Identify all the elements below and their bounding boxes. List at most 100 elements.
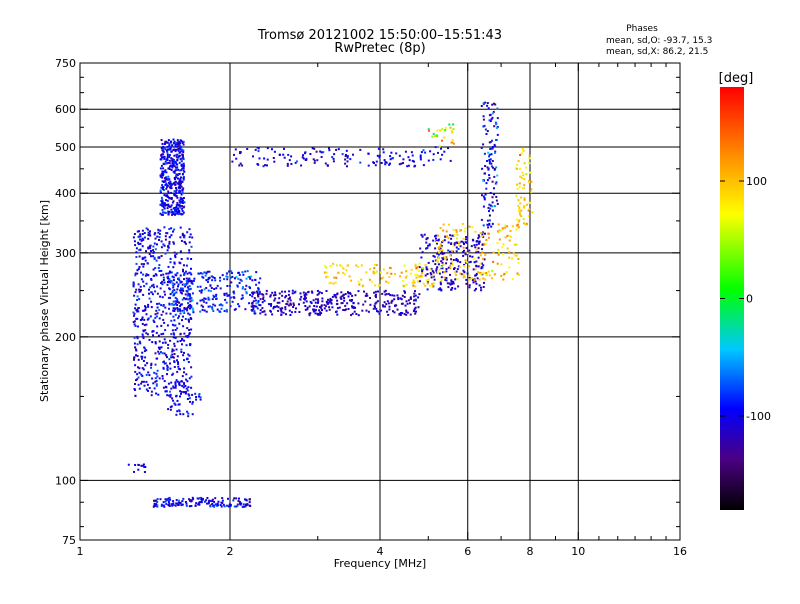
data-point <box>261 307 264 310</box>
data-point <box>497 253 500 256</box>
data-point <box>237 277 240 280</box>
data-point <box>430 267 433 270</box>
data-point <box>248 276 251 279</box>
data-point <box>238 281 241 284</box>
data-point <box>336 302 339 305</box>
data-point <box>165 187 168 190</box>
data-point <box>335 276 338 279</box>
data-point <box>497 248 500 251</box>
data-point <box>206 270 209 273</box>
data-point <box>515 243 518 246</box>
data-point <box>497 223 500 226</box>
data-point <box>488 155 490 158</box>
data-point <box>405 283 408 286</box>
data-point <box>197 272 200 275</box>
data-point <box>167 499 170 502</box>
data-point <box>180 287 182 290</box>
data-point <box>363 290 365 293</box>
data-point <box>488 219 491 222</box>
data-point <box>256 163 259 165</box>
data-point <box>334 295 337 298</box>
data-point <box>185 264 188 267</box>
data-point <box>312 310 315 313</box>
data-point <box>459 229 461 232</box>
data-point <box>183 283 185 286</box>
data-point <box>181 190 184 193</box>
data-point <box>419 158 422 161</box>
data-point <box>240 279 243 282</box>
data-point <box>344 158 347 161</box>
data-point <box>211 279 214 282</box>
data-point <box>285 313 287 316</box>
data-point <box>189 295 192 298</box>
data-point <box>156 325 159 328</box>
data-point <box>174 382 177 385</box>
chart-title: Tromsø 20121002 15:50:00–15:51:43 <box>257 28 502 43</box>
data-point <box>172 145 175 148</box>
data-point <box>393 294 396 297</box>
data-point <box>427 244 430 247</box>
data-point <box>161 204 164 207</box>
data-point <box>201 272 204 275</box>
data-point <box>178 384 181 387</box>
data-point <box>151 377 154 380</box>
data-point <box>257 301 260 304</box>
data-point <box>174 161 177 164</box>
data-point <box>287 293 290 296</box>
data-point <box>164 180 167 183</box>
data-point <box>425 238 428 241</box>
data-point <box>142 335 145 338</box>
data-point <box>166 141 169 144</box>
data-point <box>172 138 175 141</box>
data-point <box>252 155 254 158</box>
data-point <box>514 243 517 246</box>
data-point <box>530 180 533 183</box>
data-point <box>188 397 191 400</box>
data-point <box>335 148 338 151</box>
data-point <box>454 271 457 274</box>
data-point <box>182 311 185 313</box>
data-point <box>387 313 390 316</box>
data-point <box>179 236 182 239</box>
data-point <box>340 298 343 300</box>
data-point <box>155 392 158 395</box>
chart-subtitle: RwPretec (8p) <box>334 41 425 56</box>
data-point <box>181 292 183 295</box>
data-point <box>140 464 143 467</box>
data-point <box>285 303 288 305</box>
data-point <box>190 375 193 378</box>
data-point <box>223 294 226 297</box>
data-point <box>139 235 142 238</box>
data-point <box>501 228 504 231</box>
data-point <box>468 274 471 277</box>
data-point <box>426 247 429 249</box>
data-point <box>469 255 472 258</box>
data-point <box>310 302 313 305</box>
data-point <box>495 123 498 126</box>
data-point <box>138 238 141 241</box>
data-point <box>182 149 185 152</box>
data-point <box>325 300 328 303</box>
data-point <box>455 230 458 233</box>
data-point <box>188 332 191 334</box>
data-point <box>200 304 203 307</box>
data-point <box>401 312 404 315</box>
data-point <box>179 312 182 315</box>
data-point <box>378 284 380 287</box>
data-point <box>229 285 231 287</box>
data-point <box>438 272 441 275</box>
data-point <box>480 266 483 269</box>
data-point <box>347 295 350 298</box>
data-point <box>189 344 192 347</box>
data-point <box>452 259 455 261</box>
data-point <box>478 284 481 287</box>
data-point <box>174 178 176 181</box>
data-point <box>187 393 190 396</box>
data-point <box>484 165 487 167</box>
data-point <box>459 261 462 264</box>
data-point <box>365 309 368 312</box>
data-point <box>344 155 347 158</box>
data-point <box>181 503 184 506</box>
data-point <box>150 390 153 393</box>
